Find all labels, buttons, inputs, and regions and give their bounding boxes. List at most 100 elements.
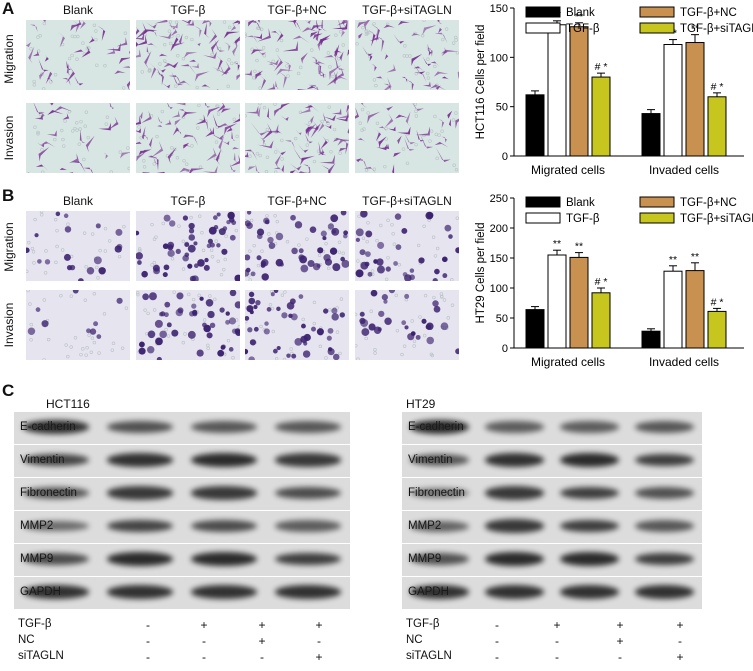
- blot-strip-mmp9: MMP9: [402, 544, 702, 576]
- treatment-mark: -: [495, 650, 499, 664]
- band: [485, 486, 544, 500]
- band: [191, 519, 257, 533]
- band: [635, 487, 694, 499]
- treatment-table-ht29: TGF-β - + + + NC - - + - siTAGLN - - - +: [402, 618, 702, 670]
- band: [560, 453, 619, 467]
- bar-chart-ht29: 0 50 100 150 200 250 HT29 Cells per field ** ** #…: [475, 193, 753, 369]
- blot-strip-fibronectin: Fibronectin: [14, 478, 350, 510]
- col-label-tgf-nc-a: TGF-β+NC: [267, 3, 327, 17]
- treatment-mark: -: [555, 634, 559, 648]
- panel-label-c: C: [2, 381, 15, 400]
- band: [560, 552, 619, 566]
- band: [275, 585, 341, 599]
- band: [410, 420, 469, 434]
- band: [191, 552, 257, 566]
- col-label-tgf-si-a: TGF-β+siTAGLN: [362, 3, 452, 17]
- bar-0-3: [591, 76, 611, 157]
- band: [275, 520, 341, 532]
- micrograph-b-migration-blank: [26, 211, 130, 281]
- treatment-label: TGF-β: [18, 618, 52, 630]
- treatment-mark: -: [202, 650, 206, 664]
- legend-swatch: [639, 6, 675, 18]
- treatment-mark: +: [315, 618, 323, 632]
- y-tick-label: 50: [496, 313, 508, 325]
- panel-label-b: B: [2, 186, 15, 205]
- band: [107, 585, 173, 599]
- category-label: Invaded cells: [649, 355, 719, 369]
- col-label-blank-a: Blank: [62, 3, 94, 17]
- treatment-mark: +: [616, 634, 624, 648]
- y-tick-label: 0: [502, 343, 508, 355]
- micrograph-b-migration-tgf-nc: [245, 211, 349, 281]
- bar-0-2: [569, 256, 589, 349]
- significance-mark: **: [669, 28, 677, 40]
- band: [485, 519, 544, 533]
- band: [107, 519, 173, 533]
- micrograph-b-migration-tgf-si: [355, 211, 459, 281]
- bar-1-3: [707, 96, 727, 157]
- category-label: Invaded cells: [649, 163, 719, 177]
- bar-0-3: [591, 292, 611, 349]
- western-blot-hct116: E-cadherinVimentinFibronectinMMP2MMP9GAP…: [14, 412, 350, 609]
- y-tick-label: 200: [490, 223, 508, 235]
- micrograph-b-migration-tgf: [136, 211, 240, 281]
- legend-label: TGF-β+NC: [680, 197, 737, 209]
- panel-label-a: A: [2, 0, 15, 18]
- micrograph-a-invasion-tgf-nc: [245, 103, 349, 173]
- significance-mark: # *: [595, 61, 608, 73]
- band: [410, 585, 469, 599]
- legend-swatch: [639, 196, 675, 208]
- blot-strip-vimentin: Vimentin: [14, 445, 350, 477]
- micrograph-a-invasion-blank: [26, 103, 130, 173]
- treatment-label: siTAGLN: [406, 650, 452, 662]
- col-label-tgf-a: TGF-β: [170, 3, 206, 17]
- micrograph-b-invasion-tgf-si: [355, 290, 459, 360]
- blot-strip-mmp2: MMP2: [14, 511, 350, 543]
- treatment-mark: -: [146, 650, 150, 664]
- bar-1-2: [685, 270, 705, 349]
- micrograph-b-invasion-tgf: [136, 290, 240, 360]
- treatment-table-hct116: TGF-β - + + + NC - - + - siTAGLN - - - +: [14, 618, 350, 670]
- blot-strip-mmp2: MMP2: [402, 511, 702, 543]
- legend-label: TGF-β+NC: [680, 7, 737, 19]
- blot-strip-mmp9: MMP9: [14, 544, 350, 576]
- treatment-label: TGF-β: [406, 618, 440, 630]
- y-tick-label: 100: [490, 52, 508, 64]
- row-label-migration-b: Migration: [2, 222, 16, 272]
- treatment-mark: -: [146, 634, 150, 648]
- micrograph-a-migration-tgf-nc: [245, 20, 349, 90]
- y-tick-label: 150: [490, 253, 508, 265]
- significance-mark: **: [691, 23, 699, 35]
- band: [23, 520, 89, 532]
- bar-0-0: [525, 94, 545, 157]
- blot-title-ht29: HT29: [406, 397, 436, 411]
- treatment-label: siTAGLN: [18, 650, 64, 662]
- col-label-blank-b: Blank: [62, 194, 94, 208]
- treatment-mark: +: [676, 618, 684, 632]
- y-tick-label: 250: [490, 193, 508, 205]
- treatment-mark: -: [618, 650, 622, 664]
- category-label: Migrated cells: [531, 163, 605, 177]
- bar-1-0: [641, 113, 661, 157]
- significance-mark: **: [669, 254, 677, 266]
- bar-1-1: [663, 44, 683, 157]
- y-axis-label: HT29 Cells per field: [475, 223, 487, 324]
- y-tick-label: 150: [490, 3, 508, 15]
- band: [191, 453, 257, 467]
- legend-swatch: [639, 22, 675, 34]
- treatment-mark: +: [315, 650, 323, 664]
- legend-swatch: [525, 22, 561, 34]
- col-label-tgf-b: TGF-β: [170, 194, 206, 208]
- micrograph-b-invasion-blank: [26, 290, 130, 360]
- band: [23, 585, 89, 599]
- y-tick-label: 100: [490, 283, 508, 295]
- treatment-mark: -: [555, 650, 559, 664]
- band: [275, 486, 341, 500]
- band: [560, 585, 619, 599]
- band: [191, 486, 257, 500]
- legend-swatch: [525, 6, 561, 18]
- micrograph-a-invasion-tgf: [136, 103, 240, 173]
- band: [410, 553, 469, 565]
- blot-strip-gapdh: GAPDH: [14, 577, 350, 609]
- band: [635, 585, 694, 599]
